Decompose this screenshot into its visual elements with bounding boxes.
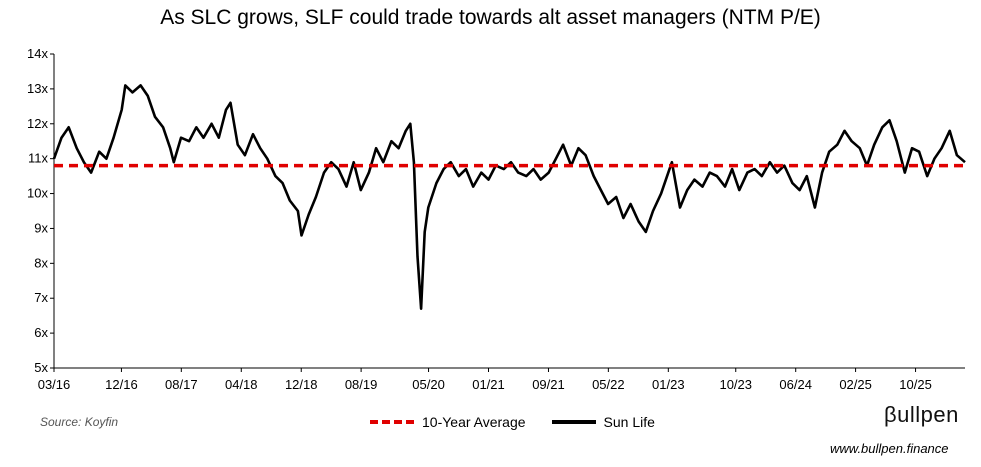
legend-item-sunlife: Sun Life (551, 414, 655, 430)
legend-label-sunlife: Sun Life (603, 414, 655, 430)
brand-logo: βullpen (884, 402, 959, 427)
x-tick-label: 08/19 (345, 377, 378, 392)
legend-swatch-average (370, 420, 414, 424)
x-tick-label: 12/16 (105, 377, 138, 392)
legend-item-average: 10-Year Average (370, 414, 526, 430)
y-tick-label: 7x (34, 290, 48, 305)
x-tick-label: 10/23 (719, 377, 752, 392)
x-tick-label: 06/24 (779, 377, 812, 392)
chart-title: As SLC grows, SLF could trade towards al… (160, 6, 821, 29)
y-tick-label: 6x (34, 325, 48, 340)
x-tick-label: 05/22 (592, 377, 625, 392)
y-tick-label: 11x (28, 151, 48, 166)
x-tick-label: 02/25 (839, 377, 872, 392)
x-axis: 03/16 12/16 08/17 04/18 12/18 08/19 05/20 01/21… (38, 367, 965, 392)
website-link: www.bullpen.finance (830, 441, 949, 456)
x-tick-label: 08/17 (165, 377, 198, 392)
x-tick-label: 10/25 (899, 377, 932, 392)
y-tick-label: 5x (34, 360, 48, 375)
y-tick-label: 8x (34, 255, 48, 270)
x-tick-label: 09/21 (532, 377, 565, 392)
x-tick-label: 03/16 (38, 377, 71, 392)
legend: 10-Year Average Sun Life (370, 414, 681, 430)
legend-label-average: 10-Year Average (422, 414, 526, 430)
x-tick-label: 01/21 (472, 377, 505, 392)
y-tick-label: 14x (27, 46, 48, 61)
legend-swatch-sunlife (551, 420, 596, 424)
source-note: Source: Koyfin (40, 415, 119, 429)
y-tick-label: 13x (27, 81, 48, 96)
y-tick-label: 9x (34, 220, 48, 235)
y-axis: 14x 13x 12x 11x 10x 9x 8x 7x 6x 5x (27, 46, 55, 375)
x-tick-label: 04/18 (225, 377, 258, 392)
plot-lines (52, 84, 966, 310)
series-line-sun-life (52, 84, 966, 310)
x-tick-label: 01/23 (652, 377, 685, 392)
x-tick-label: 05/20 (412, 377, 445, 392)
y-tick-label: 10x (27, 186, 48, 201)
y-tick-label: 12x (27, 116, 48, 131)
x-tick-label: 12/18 (285, 377, 318, 392)
